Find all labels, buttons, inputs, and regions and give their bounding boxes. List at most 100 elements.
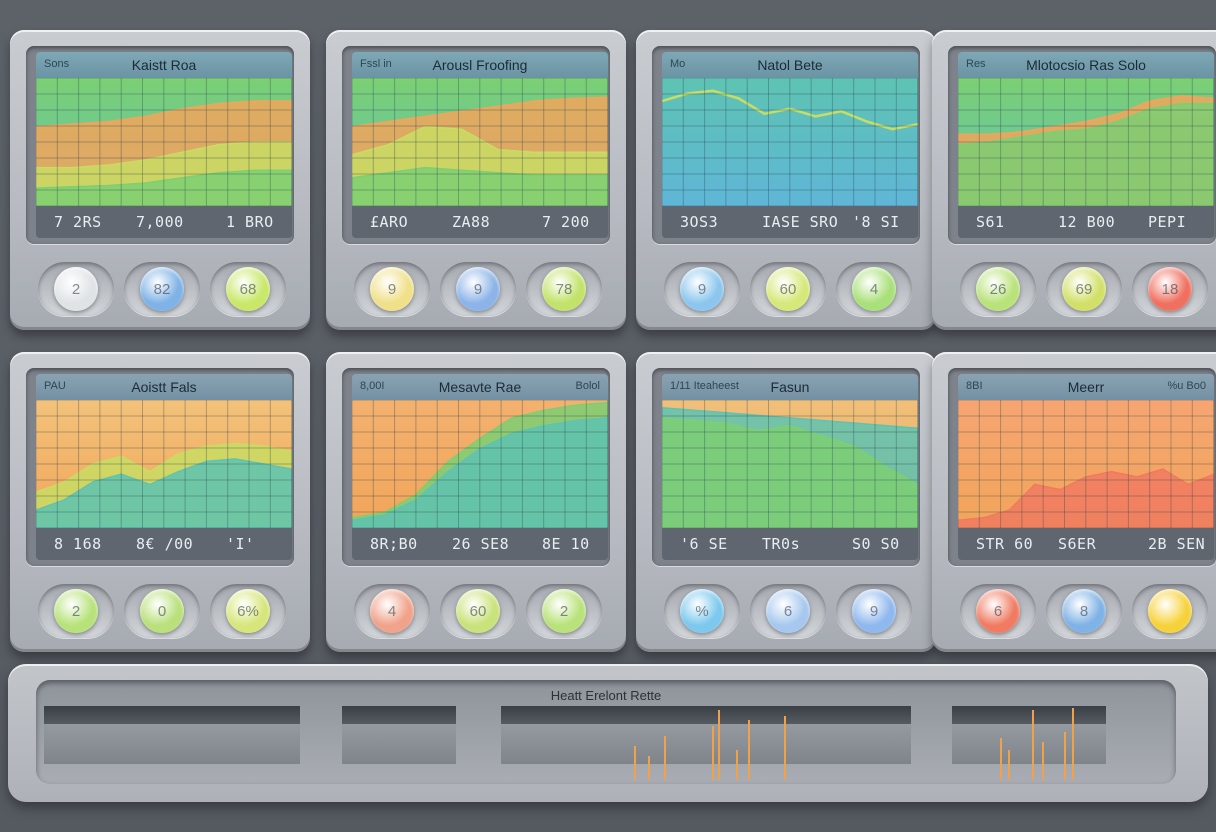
screen-bezel: 8,00I Mesavte Rae Bolol 8R;B0 26 SE8 8E 10	[342, 368, 610, 566]
control-knob[interactable]: 6	[976, 589, 1020, 633]
screen-bezel: Res Mlotocsio Ras Solo S61 12 B00 PEPI	[948, 46, 1216, 244]
chart-svg	[662, 400, 918, 528]
knob-well: 60	[440, 584, 516, 638]
screen-bezel: Mo Natol Bete 3OS3 IASE SRO '8 SI	[652, 46, 920, 244]
series-area	[958, 468, 1214, 528]
control-knobs: 9 9 78	[340, 258, 612, 320]
screen-bezel: Sons Kaistt Roa 7 2RS 7,000 1 BRO	[26, 46, 294, 244]
monitor-screen: Fssl in Arousl Froofing £ARO ZA88 7 200	[352, 52, 608, 238]
chart-svg	[352, 78, 608, 206]
control-knob[interactable]: 9	[456, 267, 500, 311]
monitor-module-2: Fssl in Arousl Froofing £ARO ZA88 7 200 9 9 78	[326, 30, 626, 330]
control-knob[interactable]: 2	[54, 589, 98, 633]
control-knob[interactable]: 8	[1062, 589, 1106, 633]
control-knob[interactable]: 78	[542, 267, 586, 311]
readout-value: 8R;B0	[370, 535, 418, 553]
rate-spike	[712, 726, 714, 780]
control-knob[interactable]: 60	[766, 267, 810, 311]
readout-value: S0 S0	[852, 535, 900, 553]
knob-well: 78	[526, 262, 602, 316]
knob-well: 2	[38, 262, 114, 316]
rate-track-lower-2	[342, 724, 456, 764]
control-knob[interactable]: 18	[1148, 267, 1192, 311]
control-knobs: 2 82 68	[24, 258, 296, 320]
rate-spike	[718, 710, 720, 780]
readout-value: 3OS3	[680, 213, 719, 231]
monitor-title: Aoistt Fals	[131, 379, 197, 395]
knob-well: 2	[38, 584, 114, 638]
monitor-module-6: 8,00I Mesavte Rae Bolol 8R;B0 26 SE8 8E 10 4 60…	[326, 352, 626, 652]
header-right-label: %u Bo0	[1167, 380, 1206, 392]
series-area	[662, 417, 918, 528]
knob-well: 69	[1046, 262, 1122, 316]
rate-spike	[748, 720, 750, 780]
header-left-label: Sons	[44, 58, 70, 70]
control-knob[interactable]: 9	[370, 267, 414, 311]
control-knob[interactable]: 2	[542, 589, 586, 633]
control-knob[interactable]: 26	[976, 267, 1020, 311]
readout-value: 'I'	[226, 535, 255, 553]
chart-svg	[36, 400, 292, 528]
readout-value: STR 60	[976, 535, 1034, 553]
control-knobs: 4 60 2	[340, 580, 612, 642]
control-knob[interactable]: 6%	[226, 589, 270, 633]
readout-value: £ARO	[370, 213, 409, 231]
knob-well: 6	[750, 584, 826, 638]
header-left-label: 1/11 Iteaheest	[670, 380, 739, 392]
screen-header: 8BI Meerr %u Bo0	[958, 374, 1214, 400]
control-knob[interactable]: 9	[852, 589, 896, 633]
rate-spike	[1042, 742, 1044, 780]
control-knob[interactable]: 2	[54, 267, 98, 311]
monitor-screen: Sons Kaistt Roa 7 2RS 7,000 1 BRO	[36, 52, 292, 238]
control-knobs: 9 60 4	[650, 258, 922, 320]
monitor-chart	[352, 78, 608, 206]
readout-value: IASE SRO	[762, 213, 839, 231]
chart-grid	[662, 78, 918, 206]
rate-spike	[1008, 750, 1010, 780]
knob-well: 60	[750, 262, 826, 316]
header-left-label: PAU	[44, 380, 66, 392]
chart-svg	[662, 78, 918, 206]
header-left-label: Mo	[670, 58, 686, 70]
control-knob[interactable]	[1148, 589, 1192, 633]
bottom-panel-title: Heatt Erelont Rette	[550, 688, 662, 703]
monitor-chart	[662, 78, 918, 206]
control-knob[interactable]: 69	[1062, 267, 1106, 311]
control-knob[interactable]: 9	[680, 267, 724, 311]
knob-well: 4	[354, 584, 430, 638]
control-knob[interactable]: 4	[370, 589, 414, 633]
readout-row: '6 SE TR0s S0 S0	[662, 528, 918, 560]
series-area	[352, 417, 608, 528]
readout-row: 8 168 8€ /00 'I'	[36, 528, 292, 560]
knob-well: 8	[1046, 584, 1122, 638]
chart-grid	[352, 400, 608, 528]
monitor-screen: Mo Natol Bete 3OS3 IASE SRO '8 SI	[662, 52, 918, 238]
control-knob[interactable]: 6	[766, 589, 810, 633]
chart-grid	[36, 400, 292, 528]
knob-well: 6	[960, 584, 1036, 638]
header-right-label: Bolol	[575, 380, 600, 392]
control-knob[interactable]: 4	[852, 267, 896, 311]
rate-track-4	[952, 706, 1106, 724]
screen-bezel: Fssl in Arousl Froofing £ARO ZA88 7 200	[342, 46, 610, 244]
readout-value: 26 SE8	[452, 535, 510, 553]
readout-value: '8 SI	[852, 213, 900, 231]
control-knob[interactable]: 60	[456, 589, 500, 633]
control-knob[interactable]: 68	[226, 267, 270, 311]
chart-svg	[352, 400, 608, 528]
monitor-module-8: 8BI Meerr %u Bo0 STR 60 S6ER 2B SEN 6 8	[932, 352, 1216, 652]
readout-value: 7 200	[542, 213, 590, 231]
screen-header: PAU Aoistt Fals	[36, 374, 292, 400]
rate-spike	[1072, 708, 1074, 780]
knob-well: 18	[1132, 262, 1208, 316]
monitor-screen: PAU Aoistt Fals 8 168 8€ /00 'I'	[36, 374, 292, 560]
monitor-title: Fasun	[770, 379, 810, 395]
monitor-screen: Res Mlotocsio Ras Solo S61 12 B00 PEPI	[958, 52, 1214, 238]
series-area	[36, 169, 292, 206]
control-knob[interactable]: 82	[140, 267, 184, 311]
control-knob[interactable]: 0	[140, 589, 184, 633]
readout-value: S6ER	[1058, 535, 1097, 553]
control-knob[interactable]: %	[680, 589, 724, 633]
series-line	[662, 89, 918, 131]
